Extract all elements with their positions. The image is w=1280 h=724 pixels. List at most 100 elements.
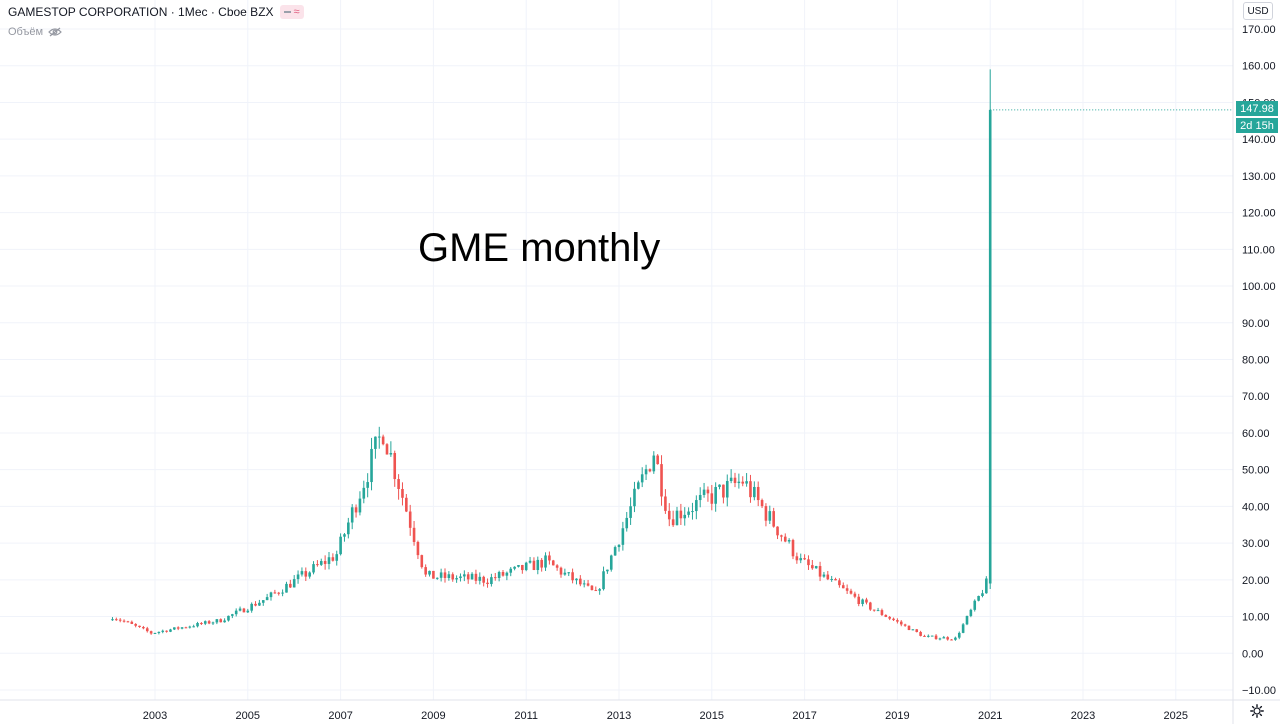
candle xyxy=(277,591,281,596)
candle xyxy=(865,597,868,605)
candle xyxy=(304,567,308,582)
candle xyxy=(687,507,690,518)
candle xyxy=(965,615,969,626)
candle xyxy=(586,579,590,587)
time-tick-label: 2017 xyxy=(792,710,816,722)
candle xyxy=(273,589,277,594)
candle xyxy=(370,437,373,491)
dash-icon xyxy=(283,11,291,13)
candle xyxy=(169,628,172,633)
price-axis[interactable]: 170.00160.00150.00140.00130.00120.00110.… xyxy=(1242,24,1276,697)
candle xyxy=(869,601,872,611)
candle xyxy=(521,564,524,574)
candle xyxy=(161,629,165,634)
candle xyxy=(497,570,501,582)
candle xyxy=(192,624,195,628)
candle xyxy=(818,561,822,582)
candle xyxy=(358,491,362,516)
candle xyxy=(285,581,288,593)
candle xyxy=(381,434,385,446)
candle xyxy=(165,630,168,633)
candle xyxy=(420,554,424,569)
candle xyxy=(416,540,420,560)
time-axis[interactable]: 2003 2005 2007 2009 2011 2013 2015 2017 2019 2021… xyxy=(143,710,1188,722)
time-tick-label: 2013 xyxy=(607,710,631,722)
candle xyxy=(246,608,250,613)
candle xyxy=(814,565,818,569)
candle xyxy=(753,481,756,501)
candle xyxy=(258,599,261,606)
candle xyxy=(698,487,702,508)
candle xyxy=(408,504,412,536)
candle xyxy=(927,634,930,638)
price-tick-label: 110.00 xyxy=(1242,244,1275,256)
candle xyxy=(988,69,992,590)
candle xyxy=(366,473,369,498)
candle xyxy=(563,568,567,576)
candle xyxy=(826,570,830,581)
eye-off-icon[interactable] xyxy=(48,27,62,37)
candle xyxy=(756,481,760,507)
price-tick-label: 60.00 xyxy=(1242,428,1270,440)
candle xyxy=(733,472,737,488)
compare-badge[interactable]: ≈ xyxy=(279,5,304,19)
candle xyxy=(857,593,861,607)
candle xyxy=(811,559,814,570)
candle xyxy=(876,607,880,612)
candle xyxy=(551,559,555,566)
chart-annotation-text[interactable]: GME monthly xyxy=(418,226,661,270)
candle xyxy=(590,585,594,591)
candle xyxy=(625,511,629,532)
candle xyxy=(524,561,528,572)
symbol-title[interactable]: GAMESTOP CORPORATION · 1Мес · Cboe BZX xyxy=(8,5,274,19)
candle xyxy=(412,520,416,546)
candle xyxy=(466,572,470,584)
candle xyxy=(722,484,725,504)
candle xyxy=(729,469,733,484)
currency-button[interactable]: USD xyxy=(1243,2,1273,20)
candle xyxy=(853,591,857,599)
price-tick-label: 130.00 xyxy=(1242,171,1276,183)
candle xyxy=(637,480,640,490)
candle xyxy=(347,517,350,539)
bar-countdown-tag: 2d 15h xyxy=(1236,118,1278,133)
candle xyxy=(142,625,145,630)
candle xyxy=(312,561,315,575)
candle xyxy=(667,503,671,527)
price-tick-label: 30.00 xyxy=(1242,538,1270,550)
volume-legend: Объём xyxy=(8,24,62,40)
candle xyxy=(714,482,717,512)
candle xyxy=(822,571,826,578)
candle xyxy=(776,526,779,540)
candle xyxy=(594,586,598,592)
candle xyxy=(849,588,853,595)
candle xyxy=(683,507,687,526)
candle xyxy=(176,626,180,631)
price-tick-label: 80.00 xyxy=(1242,355,1270,367)
candle xyxy=(493,572,497,581)
candle xyxy=(478,572,482,585)
candle xyxy=(791,538,795,560)
candle xyxy=(679,503,683,526)
candle xyxy=(393,450,397,487)
candle xyxy=(308,571,311,579)
time-tick-label: 2019 xyxy=(885,710,909,722)
candle xyxy=(111,617,114,621)
candle xyxy=(737,473,741,489)
candle xyxy=(319,558,323,566)
candle xyxy=(219,618,223,623)
candle xyxy=(764,503,768,527)
candle xyxy=(424,564,427,577)
candle xyxy=(540,558,543,572)
candle xyxy=(903,623,907,627)
candle xyxy=(760,498,764,509)
price-tick-label: 0.00 xyxy=(1242,648,1263,660)
candle xyxy=(892,617,895,621)
candle xyxy=(145,626,149,633)
candle xyxy=(343,532,346,542)
candle xyxy=(745,473,748,487)
candle xyxy=(629,497,632,525)
gear-icon[interactable] xyxy=(1249,703,1265,719)
candle xyxy=(281,589,284,597)
